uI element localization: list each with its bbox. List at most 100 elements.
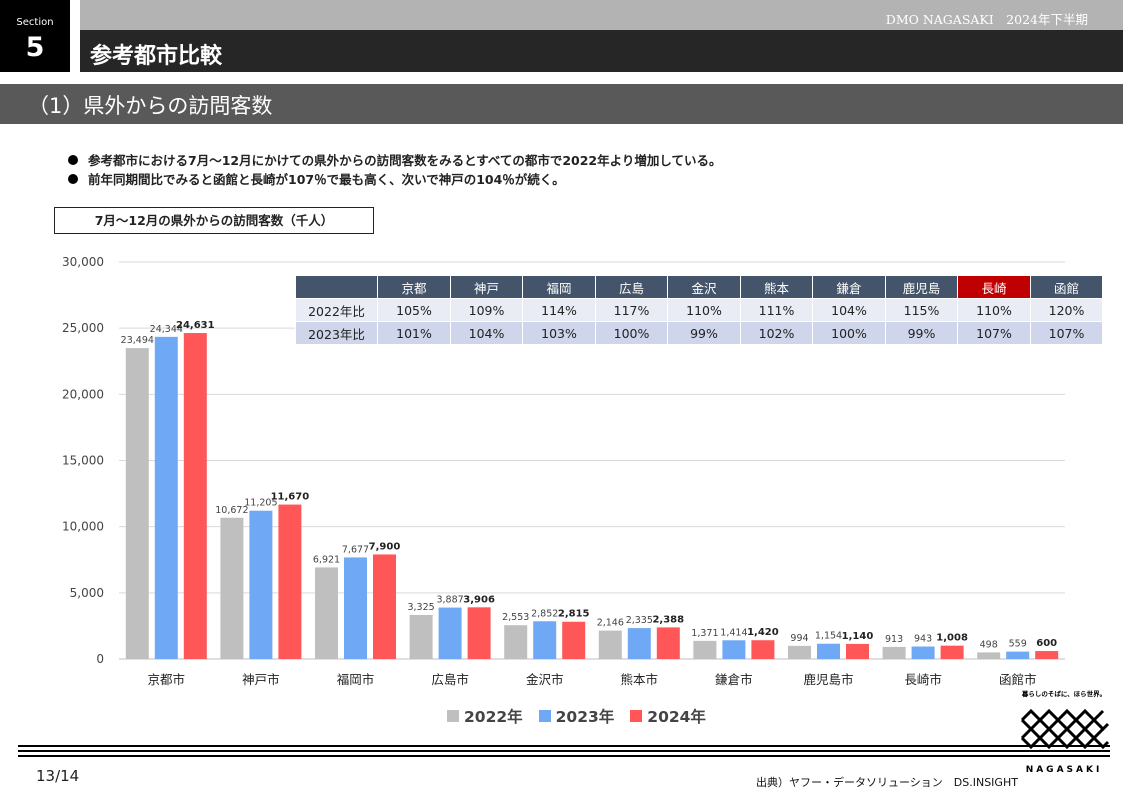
y-tick-label: 15,000 bbox=[62, 454, 104, 468]
bar-2022年-神戸市 bbox=[220, 517, 244, 659]
section-label: Section bbox=[16, 17, 54, 28]
ratio-cell: 110% bbox=[667, 298, 741, 322]
bar-2023年-鹿児島市 bbox=[817, 643, 840, 659]
legend-label: 2023年 bbox=[555, 708, 615, 726]
data-label: 23,494 bbox=[121, 335, 154, 346]
bullet-dot-icon bbox=[68, 155, 78, 165]
ratio-col-header: 鎌倉 bbox=[812, 275, 886, 299]
bar-2024年-広島市 bbox=[467, 607, 491, 659]
bar-2022年-熊本市 bbox=[598, 630, 622, 659]
bar-2022年-福岡市 bbox=[315, 567, 338, 659]
page-subtitle: （1）県外からの訪問客数 bbox=[28, 94, 273, 118]
ratio-cell: 117% bbox=[595, 298, 668, 322]
data-label: 2,852 bbox=[531, 608, 558, 619]
x-tick-label: 長崎市 bbox=[904, 672, 942, 687]
data-label: 3,906 bbox=[463, 594, 495, 605]
footer-rule bbox=[18, 745, 1110, 760]
data-label: 3,887 bbox=[436, 595, 463, 606]
logo-lattice-icon bbox=[1020, 708, 1110, 750]
subtitle-bar: （1）県外からの訪問客数 bbox=[0, 84, 1123, 124]
bar-2023年-金沢市 bbox=[533, 621, 557, 659]
legend-label: 2024年 bbox=[647, 708, 706, 726]
bar-2022年-金沢市 bbox=[504, 625, 528, 659]
ratio-row-2023: 2023年比 101% 104% 103% 100% 99% 102% 100%… bbox=[295, 321, 1103, 345]
y-tick-label: 20,000 bbox=[62, 387, 104, 401]
bar-2022年-広島市 bbox=[409, 614, 433, 659]
ratio-col-header: 福岡 bbox=[522, 275, 596, 299]
data-label: 2,553 bbox=[502, 612, 529, 623]
ratio-corner-cell bbox=[295, 275, 378, 299]
bar-2024年-鎌倉市 bbox=[751, 640, 775, 659]
bar-2023年-熊本市 bbox=[627, 628, 651, 659]
data-label: 600 bbox=[1036, 638, 1057, 649]
data-label: 1,414 bbox=[720, 627, 747, 638]
bar-2022年-京都市 bbox=[125, 348, 149, 659]
ratio-row-label: 2022年比 bbox=[295, 298, 378, 322]
chart-legend: 2022年 2023年 2024年 bbox=[447, 705, 722, 727]
ratio-col-header-highlight: 長崎 bbox=[957, 275, 1031, 299]
data-label: 2,815 bbox=[558, 609, 590, 620]
bar-2022年-函館市 bbox=[977, 652, 1001, 659]
bar-2023年-鎌倉市 bbox=[722, 640, 746, 659]
logo-wordmark: NAGASAKI bbox=[1025, 765, 1103, 775]
ratio-cell: 109% bbox=[450, 298, 523, 322]
logo-tagline: 暮らしのそばに、ほら世界。 bbox=[1021, 690, 1107, 698]
bar-2024年-神戸市 bbox=[278, 504, 302, 659]
ratio-cell: 99% bbox=[885, 321, 958, 345]
y-tick-label: 10,000 bbox=[62, 520, 104, 534]
data-label: 943 bbox=[914, 634, 932, 645]
bar-2024年-鹿児島市 bbox=[846, 643, 869, 659]
ratio-cell: 103% bbox=[522, 321, 596, 345]
ratio-cell: 102% bbox=[740, 321, 813, 345]
data-label: 1,154 bbox=[815, 631, 842, 642]
x-tick-label: 鹿児島市 bbox=[803, 672, 853, 687]
data-label: 2,146 bbox=[597, 618, 624, 629]
data-label: 559 bbox=[1009, 639, 1027, 650]
ratio-col-header: 鹿児島 bbox=[885, 275, 958, 299]
ratio-cell: 99% bbox=[667, 321, 741, 345]
bar-2023年-広島市 bbox=[438, 607, 462, 659]
nagasaki-logo: 暮らしのそばに、ほら世界。 NAGASAKI bbox=[1018, 688, 1110, 775]
ratio-cell: 101% bbox=[377, 321, 451, 345]
data-label: 2,335 bbox=[626, 615, 653, 626]
bullet-dot-icon bbox=[68, 174, 78, 184]
data-label: 6,921 bbox=[313, 554, 340, 565]
data-label: 498 bbox=[980, 639, 998, 650]
legend-swatch-2022 bbox=[447, 710, 459, 722]
ratio-cell: 111% bbox=[740, 298, 813, 322]
legend-label: 2022年 bbox=[464, 708, 523, 726]
y-tick-label: 0 bbox=[96, 652, 104, 666]
ratio-cell: 107% bbox=[1030, 321, 1103, 345]
chart-title: 7月～12月の県外からの訪問客数（千人） bbox=[54, 207, 374, 234]
ratio-col-header: 金沢 bbox=[667, 275, 741, 299]
page-number: 13/14 bbox=[36, 767, 80, 785]
x-tick-label: 福岡市 bbox=[337, 672, 375, 687]
ratio-col-header: 神戸 bbox=[450, 275, 523, 299]
ratio-cell: 105% bbox=[377, 298, 451, 322]
x-tick-label: 函館市 bbox=[999, 672, 1037, 687]
bar-2024年-長崎市 bbox=[940, 645, 964, 659]
ratio-row-label: 2023年比 bbox=[295, 321, 378, 345]
title-bar: 参考都市比較 bbox=[80, 30, 1123, 72]
ratio-cell: 100% bbox=[812, 321, 886, 345]
summary-bullets: 参考都市における7月～12月にかけての県外からの訪問客数をみるとすべての都市で2… bbox=[68, 151, 722, 189]
section-badge: Section 5 bbox=[0, 0, 70, 72]
y-tick-label: 5,000 bbox=[70, 586, 104, 600]
legend-item: 2024年 bbox=[630, 705, 706, 727]
data-label: 994 bbox=[790, 633, 808, 644]
ratio-header-row: 京都 神戸 福岡 広島 金沢 熊本 鎌倉 鹿児島 長崎 函館 bbox=[295, 275, 1103, 299]
x-tick-label: 熊本市 bbox=[621, 672, 659, 687]
ratio-cell: 100% bbox=[595, 321, 668, 345]
page-title: 参考都市比較 bbox=[90, 44, 223, 69]
x-tick-label: 神戸市 bbox=[242, 672, 280, 687]
ratio-cell: 114% bbox=[522, 298, 596, 322]
x-tick-label: 鎌倉市 bbox=[715, 672, 753, 687]
bar-2022年-長崎市 bbox=[882, 646, 906, 659]
data-label: 913 bbox=[885, 634, 903, 645]
bullet-item: 前年同期間比でみると函館と長崎が107％で最も高く、次いで神戸の104％が続く。 bbox=[68, 170, 722, 189]
section-number: 5 bbox=[25, 32, 45, 63]
ratio-col-header: 広島 bbox=[595, 275, 668, 299]
data-label: 11,670 bbox=[271, 492, 310, 503]
header-org-period: DMO NAGASAKI 2024年下半期 bbox=[885, 12, 1088, 27]
bar-2023年-神戸市 bbox=[249, 510, 273, 659]
